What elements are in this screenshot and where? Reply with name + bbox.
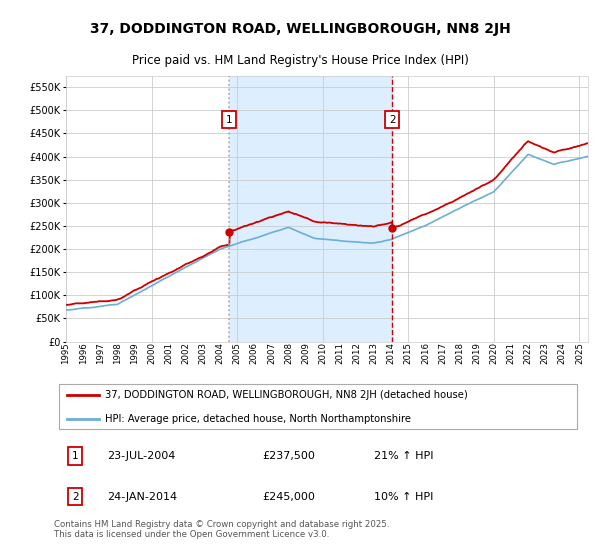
Text: 2008: 2008 [284, 342, 293, 365]
Text: 37, DODDINGTON ROAD, WELLINGBOROUGH, NN8 2JH (detached house): 37, DODDINGTON ROAD, WELLINGBOROUGH, NN8… [105, 390, 467, 400]
Text: 1998: 1998 [113, 342, 122, 364]
Text: 2021: 2021 [506, 342, 515, 365]
Text: 2013: 2013 [370, 342, 379, 365]
Text: 2004: 2004 [215, 342, 224, 365]
Text: 1995: 1995 [62, 342, 71, 364]
Text: 2007: 2007 [267, 342, 276, 365]
Text: HPI: Average price, detached house, North Northamptonshire: HPI: Average price, detached house, Nort… [105, 414, 411, 423]
Text: £237,500: £237,500 [262, 451, 315, 461]
Text: 2003: 2003 [199, 342, 208, 365]
Text: 2017: 2017 [438, 342, 447, 365]
Text: 2006: 2006 [250, 342, 259, 365]
Text: 1: 1 [72, 451, 79, 461]
Text: 2010: 2010 [318, 342, 327, 365]
Text: 2002: 2002 [181, 342, 190, 365]
Text: 2005: 2005 [233, 342, 242, 365]
Text: 24-JAN-2014: 24-JAN-2014 [107, 492, 178, 502]
Text: Contains HM Land Registry data © Crown copyright and database right 2025.
This d: Contains HM Land Registry data © Crown c… [54, 520, 389, 539]
Text: 1: 1 [226, 115, 233, 124]
Text: 2: 2 [389, 115, 395, 124]
Text: 1996: 1996 [79, 342, 88, 364]
Text: 2025: 2025 [575, 342, 584, 365]
Text: £245,000: £245,000 [262, 492, 315, 502]
Text: Price paid vs. HM Land Registry's House Price Index (HPI): Price paid vs. HM Land Registry's House … [131, 54, 469, 67]
Text: 2015: 2015 [404, 342, 413, 365]
Text: 1997: 1997 [96, 342, 105, 364]
Text: 2022: 2022 [524, 342, 533, 365]
Text: 37, DODDINGTON ROAD, WELLINGBOROUGH, NN8 2JH: 37, DODDINGTON ROAD, WELLINGBOROUGH, NN8… [89, 22, 511, 36]
Text: 21% ↑ HPI: 21% ↑ HPI [374, 451, 434, 461]
Text: 2012: 2012 [352, 342, 361, 365]
Text: 2018: 2018 [455, 342, 464, 365]
Text: 23-JUL-2004: 23-JUL-2004 [107, 451, 176, 461]
Text: 10% ↑ HPI: 10% ↑ HPI [374, 492, 434, 502]
Bar [229, 76, 392, 342]
Text: 2014: 2014 [386, 342, 395, 365]
Text: 2020: 2020 [490, 342, 499, 365]
Text: 2016: 2016 [421, 342, 430, 365]
Text: 2: 2 [72, 492, 79, 502]
Text: 2023: 2023 [541, 342, 550, 365]
Text: 2011: 2011 [335, 342, 344, 365]
Text: 2009: 2009 [301, 342, 310, 364]
FancyBboxPatch shape [59, 384, 577, 429]
Text: 1999: 1999 [130, 342, 139, 364]
Text: 2000: 2000 [147, 342, 156, 365]
Text: 2019: 2019 [472, 342, 481, 364]
Text: 2001: 2001 [164, 342, 173, 365]
Text: 2024: 2024 [558, 342, 567, 365]
